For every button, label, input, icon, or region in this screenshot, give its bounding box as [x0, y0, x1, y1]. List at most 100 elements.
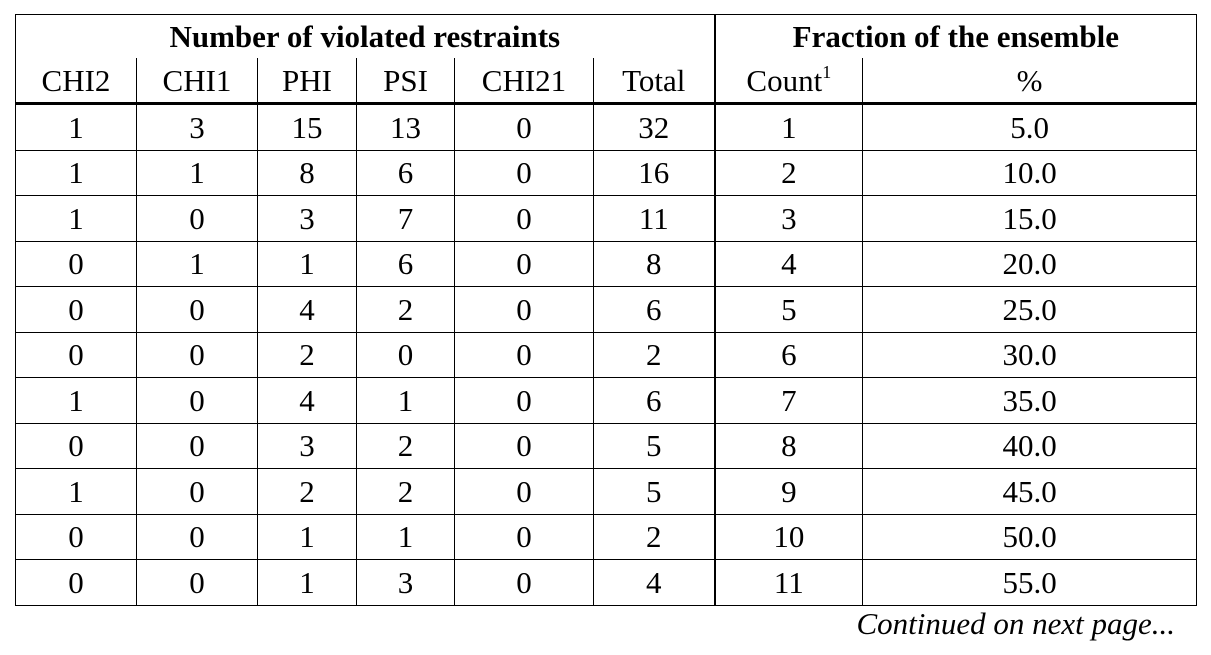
table-cell: 3 — [257, 195, 357, 242]
table-cell: 8 — [592, 240, 716, 287]
table-cell: 0 — [454, 149, 594, 196]
table-cell: 0 — [454, 377, 594, 424]
table-row: 0 0 1 3 0 4 11 55.0 — [15, 559, 1198, 606]
table-cell: 1 — [15, 103, 137, 151]
table-cell: 0 — [454, 513, 594, 560]
column-header-chi1: CHI1 — [136, 58, 258, 105]
table-cell: 5 — [592, 422, 716, 469]
table-row: 1 0 4 1 0 6 7 35.0 — [15, 377, 1198, 424]
table-cell: 1 — [257, 559, 357, 606]
table-cell: 4 — [592, 559, 716, 606]
group-header-violated: Number of violated restraints — [14, 14, 716, 58]
table-row: 1 0 3 7 0 11 3 15.0 — [15, 195, 1198, 242]
table-cell: 6 — [592, 286, 716, 333]
table-cell: 2 — [356, 468, 455, 515]
table-cell: 15.0 — [862, 195, 1198, 242]
table-cell: 0 — [15, 286, 137, 333]
table-cell: 8 — [257, 149, 357, 196]
table-cell: 1 — [257, 240, 357, 287]
column-header-psi: PSI — [356, 58, 455, 105]
table-cell: 1 — [356, 513, 455, 560]
continuation-note: Continued on next page... — [856, 606, 1175, 641]
table-cell: 0 — [136, 195, 258, 242]
column-header-phi: PHI — [257, 58, 357, 105]
table-cell: 45.0 — [862, 468, 1198, 515]
table-cell: 5 — [714, 286, 864, 333]
table-cell: 2 — [592, 331, 716, 378]
table-cell: 7 — [714, 377, 864, 424]
table-cell: 9 — [714, 468, 864, 515]
table-cell: 3 — [714, 195, 864, 242]
table-row: 0 0 3 2 0 5 8 40.0 — [15, 422, 1198, 469]
table-row: 1 0 2 2 0 5 9 45.0 — [15, 468, 1198, 515]
table-cell: 0 — [136, 422, 258, 469]
table-cell: 4 — [257, 286, 357, 333]
group-header-row: Number of violated restraints Fraction o… — [14, 14, 1198, 58]
table-cell: 6 — [592, 377, 716, 424]
table-cell: 2 — [257, 331, 357, 378]
table-cell: 0 — [136, 286, 258, 333]
table-cell: 0 — [454, 422, 594, 469]
table-cell: 4 — [714, 240, 864, 287]
table-cell: 0 — [15, 559, 137, 606]
column-header-row: CHI2 CHI1 PHI PSI CHI21 Total Count1 % — [15, 58, 1198, 105]
table-cell: 1 — [15, 195, 137, 242]
group-header-fraction: Fraction of the ensemble — [714, 14, 1198, 58]
table-row: 1 3 15 13 0 32 1 5.0 — [15, 103, 1198, 151]
table-cell: 0 — [15, 240, 137, 287]
table-cell: 40.0 — [862, 422, 1198, 469]
table-cell: 2 — [356, 286, 455, 333]
table-cell: 50.0 — [862, 513, 1198, 560]
table-cell: 0 — [15, 331, 137, 378]
table-cell: 1 — [15, 149, 137, 196]
table-cell: 2 — [714, 149, 864, 196]
table-cell: 3 — [136, 103, 258, 151]
table-cell: 16 — [592, 149, 716, 196]
table-cell: 35.0 — [862, 377, 1198, 424]
table-cell: 0 — [15, 422, 137, 469]
table-cell: 15 — [257, 103, 357, 151]
column-header-chi2: CHI2 — [15, 58, 137, 105]
table-cell: 0 — [454, 559, 594, 606]
table-cell: 1 — [15, 468, 137, 515]
violated-restraints-table: Number of violated restraints Fraction o… — [14, 14, 1198, 606]
table-cell: 0 — [454, 331, 594, 378]
table-cell: 0 — [136, 468, 258, 515]
table-cell: 0 — [136, 377, 258, 424]
table-cell: 1 — [356, 377, 455, 424]
table-cell: 55.0 — [862, 559, 1198, 606]
table-cell: 3 — [257, 422, 357, 469]
table-cell: 0 — [454, 195, 594, 242]
table-cell: 0 — [454, 286, 594, 333]
footnote-mark: 1 — [822, 61, 832, 82]
table-cell: 0 — [454, 468, 594, 515]
table-cell: 2 — [356, 422, 455, 469]
table-cell: 1 — [136, 240, 258, 287]
table-cell: 4 — [257, 377, 357, 424]
table-cell: 0 — [356, 331, 455, 378]
column-header-count: Count1 — [714, 58, 864, 105]
table-cell: 5.0 — [862, 103, 1198, 151]
table-cell: 10.0 — [862, 149, 1198, 196]
table-cell: 5 — [592, 468, 716, 515]
table-cell: 8 — [714, 422, 864, 469]
table-row: 0 0 2 0 0 2 6 30.0 — [15, 331, 1198, 378]
table-row: 1 1 8 6 0 16 2 10.0 — [15, 149, 1198, 196]
table-cell: 0 — [136, 513, 258, 560]
table-cell: 2 — [257, 468, 357, 515]
table-cell: 32 — [592, 103, 716, 151]
column-header-total: Total — [592, 58, 716, 105]
table-cell: 10 — [714, 513, 864, 560]
table-cell: 11 — [592, 195, 716, 242]
table-cell: 6 — [714, 331, 864, 378]
table-cell: 1 — [15, 377, 137, 424]
table-cell: 3 — [356, 559, 455, 606]
table-cell: 13 — [356, 103, 455, 151]
table-cell: 7 — [356, 195, 455, 242]
table-cell: 1 — [714, 103, 864, 151]
table-cell: 6 — [356, 240, 455, 287]
table-row: 0 0 1 1 0 2 10 50.0 — [15, 513, 1198, 560]
column-header-chi21: CHI21 — [454, 58, 594, 105]
table-cell: 2 — [592, 513, 716, 560]
table-cell: 6 — [356, 149, 455, 196]
